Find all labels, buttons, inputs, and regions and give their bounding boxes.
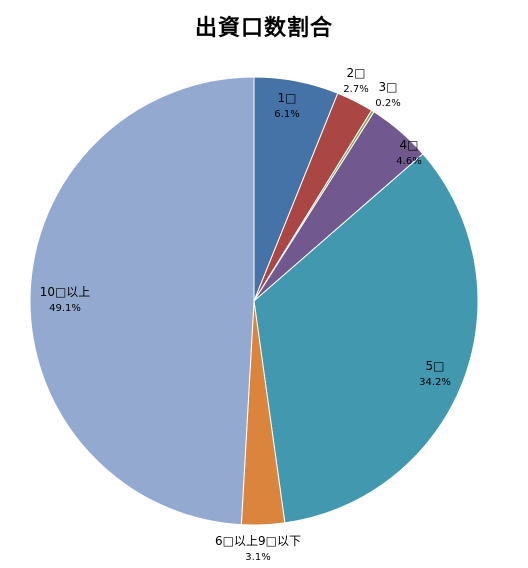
slice-label-name-1: 1□ <box>278 91 297 105</box>
slice-label-value-1: 6.1% <box>274 109 299 120</box>
slice-label-value-7: 49.1% <box>49 303 81 314</box>
slice-label-value-5: 34.2% <box>419 377 451 388</box>
pie-slice-5 <box>253 153 479 524</box>
slice-label-name-3: 3□ <box>379 80 398 94</box>
pie-labels: 1□ 6.1% 2□ 2.7% 3□ 0.2% 4□ 4.6% 5□ 34.2% 6□以上9□以下 3… <box>40 66 451 563</box>
chart-title: 出資口数割合 <box>194 16 333 41</box>
slice-label-value-6: 3.1% <box>245 552 270 563</box>
slice-label-name-6: 6□以上9□以下 <box>215 534 301 548</box>
slice-label-value-4: 4.6% <box>396 156 421 167</box>
slice-label-name-2: 2□ <box>347 66 366 80</box>
slice-label-name-7: 10□以上 <box>40 285 91 299</box>
slice-label-name-4: 4□ <box>400 138 419 152</box>
pie-slices <box>29 76 479 526</box>
slice-label-value-2: 2.7% <box>343 84 368 95</box>
slice-label-name-5: 5□ <box>426 359 445 373</box>
pie-slice-7 <box>29 76 255 526</box>
slice-label-value-3: 0.2% <box>375 98 400 109</box>
